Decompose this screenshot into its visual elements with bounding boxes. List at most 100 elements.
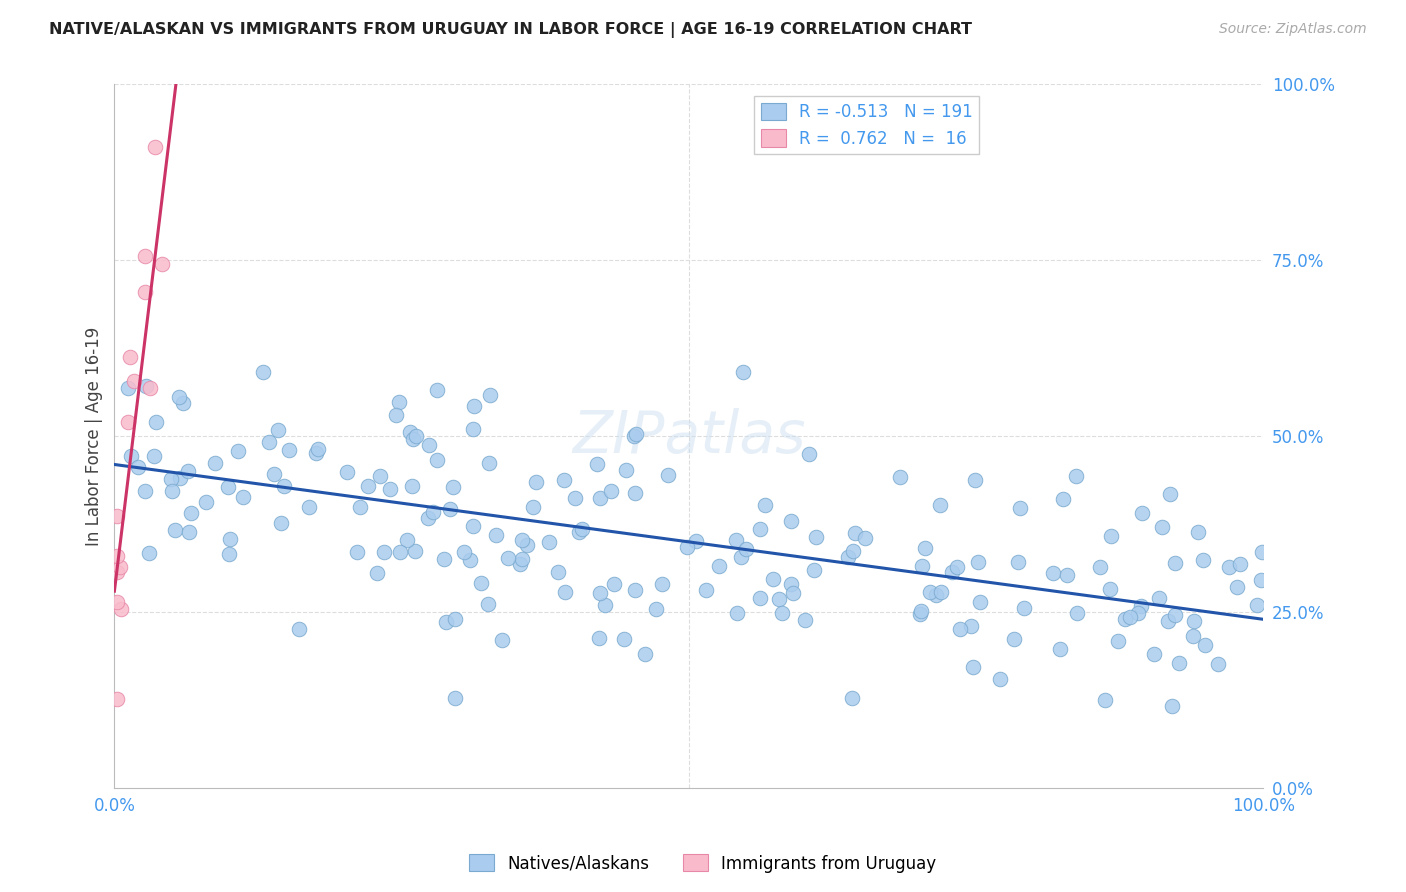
Point: [624, 485, 647, 500]
Point: [780, 577, 803, 591]
Point: [725, 533, 748, 548]
Point: [613, 632, 636, 646]
Point: [458, 553, 481, 567]
Point: [1229, 558, 1251, 572]
Point: [477, 597, 499, 611]
Point: [554, 584, 576, 599]
Point: [918, 584, 941, 599]
Point: [491, 632, 513, 647]
Point: [799, 447, 821, 461]
Point: [1042, 566, 1064, 580]
Point: [842, 544, 865, 558]
Point: [1088, 560, 1111, 574]
Point: [1142, 647, 1164, 661]
Point: [305, 446, 328, 460]
Point: [1066, 606, 1088, 620]
Point: [1250, 545, 1272, 559]
Point: [368, 468, 391, 483]
Point: [949, 622, 972, 636]
Point: [509, 557, 531, 571]
Point: [443, 612, 465, 626]
Point: [707, 559, 730, 574]
Point: [908, 607, 931, 621]
Point: [226, 443, 249, 458]
Point: [267, 423, 290, 437]
Point: [1099, 582, 1122, 596]
Point: [754, 498, 776, 512]
Point: [346, 545, 368, 559]
Point: [134, 249, 156, 263]
Point: [731, 365, 754, 379]
Point: [165, 524, 187, 538]
Point: [510, 552, 533, 566]
Point: [725, 607, 748, 621]
Point: [960, 618, 983, 632]
Point: [439, 501, 461, 516]
Point: [336, 465, 359, 479]
Point: [1164, 607, 1187, 622]
Point: [685, 533, 707, 548]
Point: [804, 530, 827, 544]
Y-axis label: In Labor Force | Age 16-19: In Labor Force | Age 16-19: [86, 326, 103, 546]
Point: [1150, 520, 1173, 534]
Point: [418, 511, 440, 525]
Point: [568, 525, 591, 540]
Point: [169, 471, 191, 485]
Point: [385, 408, 408, 422]
Point: [564, 491, 586, 505]
Point: [730, 549, 752, 564]
Point: [695, 583, 717, 598]
Point: [402, 432, 425, 446]
Point: [1002, 632, 1025, 647]
Text: NATIVE/ALASKAN VS IMMIGRANTS FROM URUGUAY IN LABOR FORCE | AGE 16-19 CORRELATION: NATIVE/ALASKAN VS IMMIGRANTS FROM URUGUA…: [49, 22, 972, 38]
Point: [762, 572, 785, 586]
Point: [399, 425, 422, 440]
Point: [1107, 634, 1129, 648]
Point: [1008, 501, 1031, 516]
Point: [349, 500, 371, 514]
Point: [1099, 529, 1122, 543]
Point: [599, 483, 621, 498]
Point: [1167, 656, 1189, 670]
Point: [204, 456, 226, 470]
Point: [889, 470, 911, 484]
Text: ZIPatlas: ZIPatlas: [572, 408, 806, 465]
Point: [1130, 599, 1153, 614]
Point: [297, 500, 319, 515]
Point: [252, 366, 274, 380]
Point: [373, 544, 395, 558]
Point: [645, 602, 668, 616]
Point: [1094, 692, 1116, 706]
Point: [623, 429, 645, 443]
Point: [1132, 506, 1154, 520]
Point: [108, 559, 131, 574]
Point: [547, 566, 569, 580]
Point: [180, 506, 202, 520]
Point: [433, 552, 456, 566]
Point: [553, 473, 575, 487]
Point: [105, 508, 128, 523]
Text: Source: ZipAtlas.com: Source: ZipAtlas.com: [1219, 22, 1367, 37]
Point: [603, 577, 626, 591]
Point: [124, 374, 146, 388]
Point: [434, 615, 457, 629]
Point: [1064, 468, 1087, 483]
Point: [138, 381, 160, 395]
Point: [929, 584, 952, 599]
Point: [453, 545, 475, 559]
Point: [841, 691, 863, 706]
Point: [263, 467, 285, 482]
Point: [1159, 487, 1181, 501]
Point: [586, 457, 609, 471]
Point: [941, 565, 963, 579]
Point: [1126, 606, 1149, 620]
Point: [172, 396, 194, 410]
Point: [524, 475, 547, 490]
Point: [387, 394, 409, 409]
Point: [396, 533, 419, 547]
Point: [538, 535, 561, 549]
Point: [1164, 556, 1187, 570]
Point: [1218, 560, 1240, 574]
Point: [117, 415, 139, 429]
Point: [426, 453, 449, 467]
